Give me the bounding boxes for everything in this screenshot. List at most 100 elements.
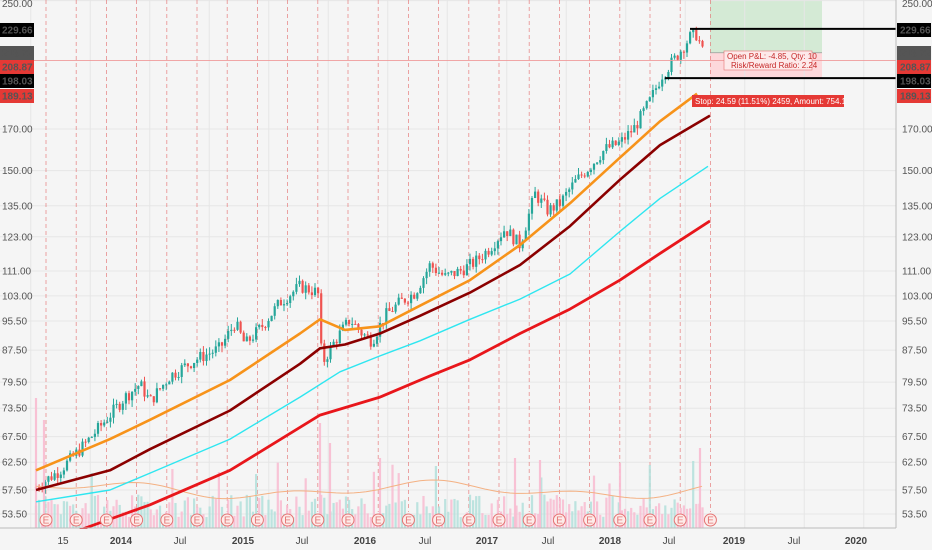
candle-body — [636, 125, 639, 129]
candle-body — [400, 297, 403, 299]
candle-body — [155, 388, 158, 403]
earnings-marker[interactable] — [673, 513, 687, 527]
volume-bar — [394, 502, 397, 528]
candle-body — [286, 303, 289, 305]
earnings-marker[interactable] — [190, 513, 204, 527]
earnings-marker[interactable] — [311, 513, 325, 527]
volume-bar — [568, 504, 571, 528]
time-tick-label: 2018 — [599, 536, 622, 547]
candle-body — [255, 327, 258, 340]
candle-body — [134, 388, 137, 392]
ma-darkred-line — [35, 114, 711, 492]
candle-body — [456, 268, 459, 277]
earnings-marker-label: E — [194, 516, 201, 527]
candle-body — [162, 384, 165, 389]
candle-body — [137, 386, 140, 389]
earnings-marker[interactable] — [583, 513, 597, 527]
volume-ma-line — [35, 479, 703, 500]
time-axis[interactable] — [0, 529, 896, 550]
earnings-marker[interactable] — [130, 513, 144, 527]
price-tick-label-left: 103.00 — [2, 291, 33, 302]
candle-body — [397, 297, 400, 305]
candle-body — [264, 327, 267, 329]
volume-bar — [397, 473, 400, 528]
earnings-marker[interactable] — [160, 513, 174, 527]
price-tick-label-left: 57.50 — [2, 485, 27, 496]
earnings-marker[interactable] — [39, 513, 53, 527]
earnings-marker[interactable] — [613, 513, 627, 527]
earnings-marker[interactable] — [371, 513, 385, 527]
time-tick-label: Jul — [419, 536, 432, 547]
volume-bar — [599, 514, 602, 528]
earnings-marker[interactable] — [492, 513, 506, 527]
candle-body — [661, 79, 664, 87]
earnings-marker[interactable] — [462, 513, 476, 527]
candle-body — [518, 234, 521, 249]
candle-body — [261, 324, 264, 328]
earnings-marker[interactable] — [341, 513, 355, 527]
price-tick-label-left: 73.50 — [2, 404, 27, 415]
price-badge-left — [0, 89, 34, 103]
price-badge-left-text: 189.13 — [2, 92, 33, 103]
volume-bar — [366, 513, 369, 528]
earnings-marker[interactable] — [643, 513, 657, 527]
earnings-marker-label: E — [133, 516, 140, 527]
volume-bar — [468, 494, 472, 528]
candle-body — [565, 191, 568, 196]
earnings-marker[interactable] — [522, 513, 536, 527]
volume-bar — [143, 501, 146, 528]
volume-bar — [596, 501, 599, 528]
earnings-marker-label: E — [163, 516, 170, 527]
price-badge-left — [0, 46, 34, 60]
volume-bar — [546, 501, 549, 528]
earnings-marker[interactable] — [552, 513, 566, 527]
candle-body — [236, 321, 239, 330]
time-tick-label: 2016 — [354, 536, 377, 547]
earnings-marker[interactable] — [432, 513, 446, 527]
earnings-marker[interactable] — [69, 513, 83, 527]
time-tick-label: 2015 — [232, 536, 255, 547]
candle-body — [115, 403, 118, 405]
price-tick-label: 103.00 — [902, 291, 932, 302]
earnings-marker-label: E — [73, 516, 80, 527]
volume-bar — [42, 420, 46, 528]
price-tick-label: 150.00 — [902, 166, 932, 177]
volume-bar — [571, 511, 574, 528]
volume-bar — [515, 505, 518, 528]
candle-body — [304, 285, 307, 293]
volume-bar — [90, 473, 93, 528]
candle-body — [416, 293, 419, 299]
candle-body — [84, 441, 87, 443]
ma-red-line — [79, 219, 711, 532]
volume-bar — [450, 499, 453, 528]
volume-bar — [332, 502, 335, 528]
earnings-marker[interactable] — [281, 513, 295, 527]
volume-bar — [403, 499, 406, 528]
candle-body — [224, 338, 227, 346]
earnings-marker[interactable] — [703, 513, 717, 527]
candle-body — [679, 51, 682, 60]
volume-bar — [425, 506, 428, 528]
earnings-marker[interactable] — [401, 513, 415, 527]
earnings-marker[interactable] — [220, 513, 234, 527]
candle-body — [310, 292, 313, 296]
volume-bar — [115, 499, 118, 528]
earnings-marker[interactable] — [99, 513, 113, 527]
volume-bar — [267, 499, 270, 528]
candle-body — [521, 240, 524, 249]
volume-bar — [158, 505, 162, 528]
earnings-marker[interactable] — [250, 513, 264, 527]
candle-body — [258, 324, 261, 328]
candle-body — [93, 433, 96, 437]
volume-bar — [670, 507, 673, 528]
volume-bar — [447, 511, 450, 528]
volume-bar — [146, 501, 149, 528]
candle-body — [217, 342, 220, 347]
price-tick-label-left: 170.00 — [2, 125, 33, 136]
candle-body — [220, 342, 224, 346]
volume-bar — [59, 514, 62, 528]
earnings-marker-label: E — [254, 516, 261, 527]
plot-area[interactable] — [0, 0, 896, 528]
